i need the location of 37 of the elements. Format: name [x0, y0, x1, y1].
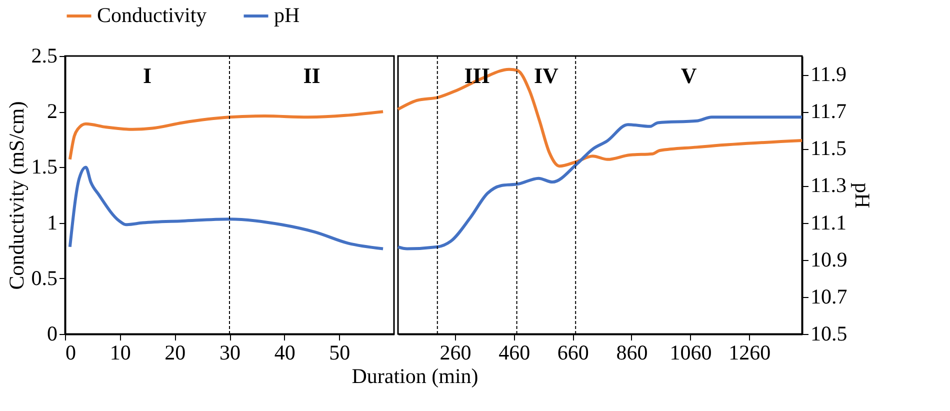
y2-axis-title: pH — [850, 182, 874, 208]
y2-tick-label: 10.9 — [810, 247, 848, 272]
line-series — [396, 116, 804, 250]
x-tick-label: 0 — [66, 340, 76, 364]
x-tick-label: 860 — [616, 340, 648, 364]
x-tick-label: 460 — [498, 340, 530, 364]
y2-tick-label: 11.1 — [810, 210, 846, 234]
y-axis-title: Conductivity (mS/cm) — [4, 101, 28, 290]
x-tick-label: 50 — [329, 340, 350, 364]
x-tick-label: 660 — [557, 340, 589, 364]
y2-tick-label: 10.5 — [810, 322, 848, 346]
y2-tick-label: 11.3 — [810, 173, 846, 198]
y-tick-label: 2 — [47, 99, 58, 124]
x-tick-label: 1060 — [670, 340, 712, 364]
y2-tick-label: 11.9 — [810, 62, 846, 86]
x-tick-label: 10 — [110, 340, 131, 364]
annotation: I — [142, 63, 152, 88]
x-tick-label: 260 — [440, 340, 472, 364]
y2-tick-label: 11.5 — [810, 136, 846, 160]
line-series — [68, 110, 385, 161]
annotation: II — [303, 63, 320, 88]
x-axis-title: Duration (min) — [352, 364, 478, 388]
y-tick-label: 0 — [47, 322, 58, 346]
legend-label: pH — [274, 3, 300, 27]
y2-tick-label: 10.7 — [810, 284, 848, 308]
annotation: V — [680, 63, 697, 88]
x-tick-label: 1260 — [728, 340, 771, 364]
y-tick-label: 1 — [47, 210, 58, 234]
x-tick-label: 20 — [164, 340, 186, 364]
x-tick-label: 40 — [274, 340, 296, 364]
x-tick-label: 30 — [220, 340, 240, 364]
y-tick-label: 1.5 — [31, 154, 58, 179]
annotation: IV — [534, 63, 559, 88]
y-tick-label: 2.5 — [31, 44, 58, 68]
legend-label: Conductivity — [97, 3, 208, 27]
y2-tick-label: 11.7 — [810, 99, 846, 124]
y-tick-label: 0.5 — [31, 266, 58, 290]
